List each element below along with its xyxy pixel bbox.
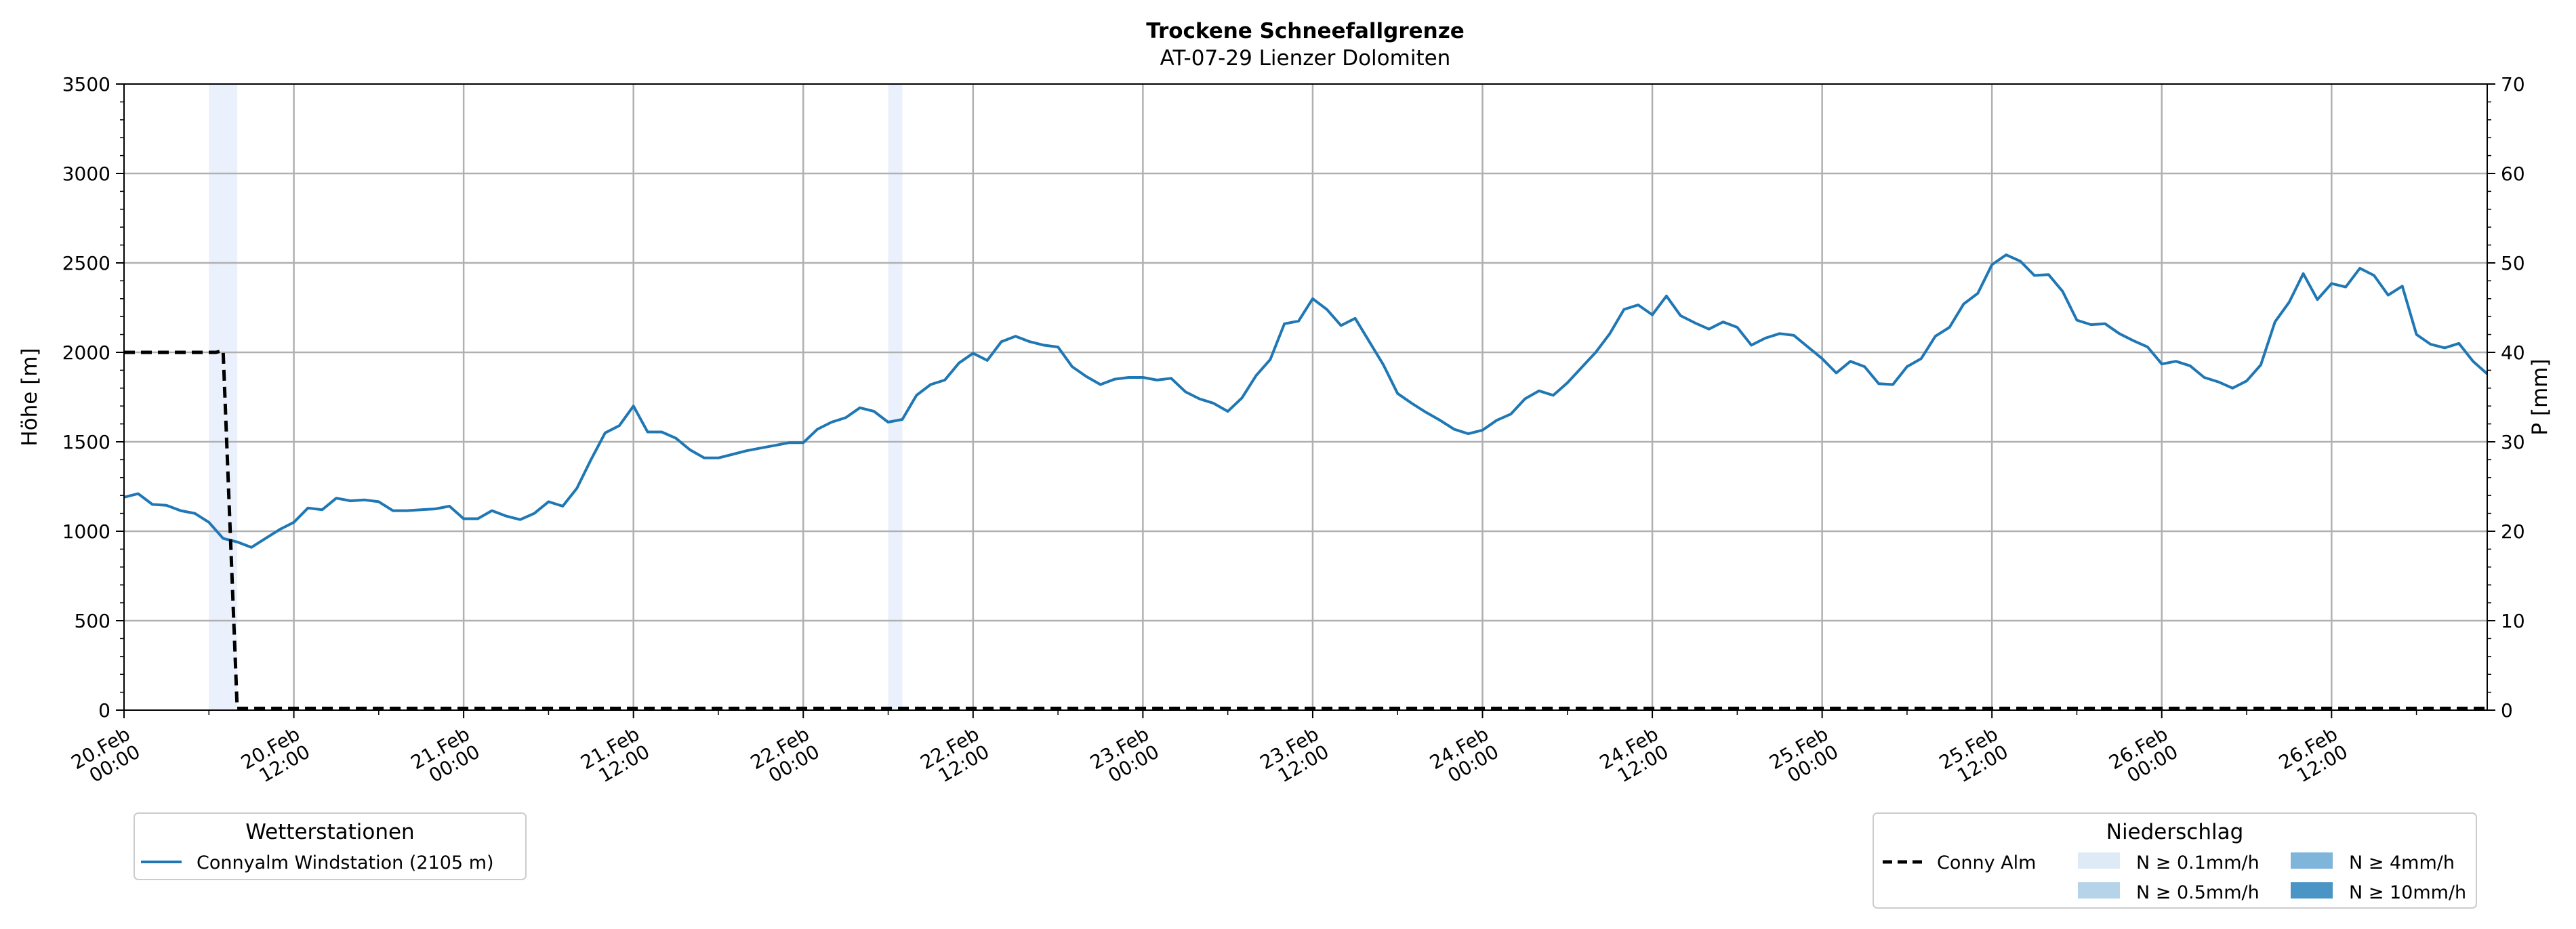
legend-stations: Wetterstationen Connyalm Windstation (21… — [134, 812, 527, 880]
y-axis-label: Höhe [m] — [18, 348, 42, 446]
y2-tick-label-3: 30 — [2501, 431, 2525, 453]
y2-axis-ticks: 0 10 20 30 40 50 60 70 — [2487, 73, 2525, 722]
legend-swatch-n10 — [2291, 882, 2333, 899]
plot-frame — [123, 83, 2488, 711]
chart-subtitle: AT-07-29 Lienzer Dolomiten — [1160, 46, 1451, 70]
y-tick-label-7: 3500 — [62, 73, 110, 96]
y-tick-label-0: 0 — [98, 699, 110, 722]
legend-label-n4: N ≥ 4mm/h — [2349, 852, 2455, 873]
precipitation-bands — [209, 84, 903, 710]
y-tick-label-4: 2000 — [62, 342, 110, 364]
y2-tick-label-4: 40 — [2501, 342, 2525, 364]
series-line-0 — [123, 253, 2489, 549]
legend-swatch-n01 — [2078, 852, 2120, 869]
legend-label-n01: N ≥ 0.1mm/h — [2136, 852, 2260, 873]
y2-tick-label-2: 20 — [2501, 520, 2525, 543]
precip-band-1 — [888, 84, 903, 710]
legend-stations-frame — [134, 812, 527, 880]
y-tick-label-1: 500 — [75, 610, 110, 632]
precip-band-0 — [209, 84, 238, 710]
y2-tick-label-5: 50 — [2501, 252, 2525, 274]
y2-axis-label: P [mm] — [2528, 358, 2552, 435]
series-lines — [123, 253, 2489, 710]
legend-swatch-n4 — [2291, 852, 2333, 869]
y-axis-ticks: 0 500 1000 1500 2000 2500 3000 3500 — [62, 73, 124, 722]
legend-label-n10: N ≥ 10mm/h — [2349, 882, 2466, 903]
legend-precipitation: Niederschlag Conny Alm N ≥ 0.1mm/h N ≥ 0… — [1873, 812, 2477, 909]
series-line-1 — [124, 348, 2487, 710]
y-tick-label-2: 1000 — [62, 520, 110, 543]
legend-label-n05: N ≥ 0.5mm/h — [2136, 882, 2260, 903]
y2-tick-label-1: 10 — [2501, 610, 2525, 632]
legend-swatch-n05 — [2078, 882, 2120, 899]
legend-label-conny-alm: Conny Alm — [1937, 852, 2036, 873]
y2-tick-label-0: 0 — [2501, 699, 2513, 722]
y2-tick-label-6: 60 — [2501, 163, 2525, 185]
legend-precipitation-title: Niederschlag — [2106, 820, 2244, 844]
legend-label-connyalm: Connyalm Windstation (2105 m) — [197, 852, 494, 873]
y-tick-label-6: 3000 — [62, 163, 110, 185]
y-tick-label-5: 2500 — [62, 252, 110, 274]
y2-tick-label-7: 70 — [2501, 73, 2525, 96]
y-tick-label-3: 1500 — [62, 431, 110, 453]
grid-lines — [124, 84, 2487, 710]
chart-title: Trockene Schneefallgrenze — [1146, 19, 1465, 43]
legend-stations-title: Wetterstationen — [245, 820, 414, 844]
